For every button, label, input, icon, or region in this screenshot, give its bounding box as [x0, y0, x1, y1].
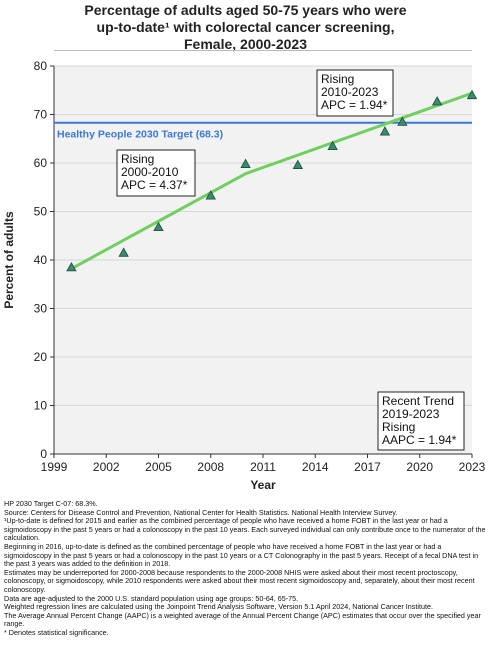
annotation-box-2	[377, 391, 465, 451]
annotation-2-line-3: AAPC = 1.94*	[382, 433, 457, 447]
x-tick-label-5: 2014	[302, 460, 329, 474]
y-tick-label-3: 30	[34, 302, 48, 316]
title-divider	[54, 50, 472, 51]
x-tick-label-1: 2002	[93, 460, 120, 474]
annotation-0-line-1: 2000-2010	[121, 165, 179, 179]
y-axis-title: Percent of adults	[2, 211, 16, 309]
x-axis-title: Year	[250, 478, 276, 492]
data-point-4	[240, 158, 251, 168]
footnote-3: Beginning in 2016, up-to-date is defined…	[4, 541, 479, 569]
footnote-1: Source: Centers for Disease Control and …	[4, 507, 398, 517]
y-tick-label-6: 60	[34, 156, 48, 170]
y-tick-label-1: 10	[34, 399, 48, 413]
annotation-2-line-2: Rising	[382, 420, 415, 434]
footnote-4: Estimates may be underreported for 2000-…	[4, 567, 475, 594]
x-tick-label-0: 1999	[41, 460, 68, 474]
target-label: Healthy People 2030 Target (68.3)	[57, 129, 223, 141]
data-point-0	[66, 261, 77, 272]
data-point-3	[205, 190, 216, 200]
data-point-5	[292, 159, 304, 169]
chart-title: Percentage of adults aged 50-75 years wh…	[0, 2, 491, 53]
y-tick-label-2: 20	[34, 350, 48, 364]
data-point-8	[397, 116, 408, 126]
trend-line	[70, 91, 473, 271]
footnote-5: Data are age-adjusted to the 2000 U.S. s…	[4, 593, 299, 603]
data-point-2	[153, 221, 164, 232]
data-point-9	[431, 96, 443, 106]
data-point-6	[327, 140, 338, 151]
data-point-7	[379, 126, 391, 136]
annotation-0-line-2: APC = 4.37*	[121, 178, 188, 192]
footnote-8: * Denotes statistical significance.	[4, 627, 109, 637]
footnote-6: Weighted regression lines are calculated…	[4, 602, 433, 612]
data-point-1	[118, 247, 129, 257]
footnote-7: The Average Annual Percent Change (AAPC)…	[4, 610, 481, 629]
annotation-1-line-1: 2010-2023	[321, 85, 379, 99]
y-tick-label-5: 50	[34, 205, 48, 219]
y-tick-label-4: 40	[34, 253, 48, 267]
annotation-1-line-2: APC = 1.94*	[321, 98, 388, 112]
trend-chart: 0 10 20 30 40 50 60 70 80 1999 2002 2005 2008 2011 201…	[2, 59, 486, 492]
x-tick-label-8: 2023	[459, 460, 486, 474]
y-tick-label-8: 80	[34, 59, 48, 73]
annotation-2-line-1: 2019-2023	[382, 407, 440, 421]
annotation-0-line-0: Rising	[121, 152, 154, 166]
footnote-0: HP 2030 Target C-07: 68.3%.	[4, 499, 98, 508]
annotation-1-line-0: Rising	[321, 72, 354, 86]
x-tick-label-6: 2017	[354, 460, 381, 474]
title-line-2: up-to-date¹ with colorectal cancer scree…	[96, 19, 395, 35]
x-tick-label-7: 2020	[406, 460, 433, 474]
annotation-box-0	[116, 149, 196, 197]
data-point-10	[466, 89, 478, 100]
annotation-2-line-0: Recent Trend	[382, 394, 454, 408]
y-tick-label-0: 0	[40, 447, 47, 461]
y-tick-label-7: 70	[34, 108, 48, 122]
title-line-3: Female, 2000-2023	[184, 36, 307, 52]
annotation-box-1	[316, 69, 394, 117]
x-tick-label-3: 2008	[197, 460, 224, 474]
footnotes: HP 2030 Target C-07: 68.3%. Source: Cente…	[4, 499, 488, 638]
x-tick-label-2: 2005	[145, 460, 172, 474]
title-line-1: Percentage of adults aged 50-75 years wh…	[84, 2, 407, 18]
footnote-2: ¹Up-to-date is defined for 2015 and earl…	[4, 516, 486, 543]
x-tick-label-4: 2011	[250, 460, 276, 474]
